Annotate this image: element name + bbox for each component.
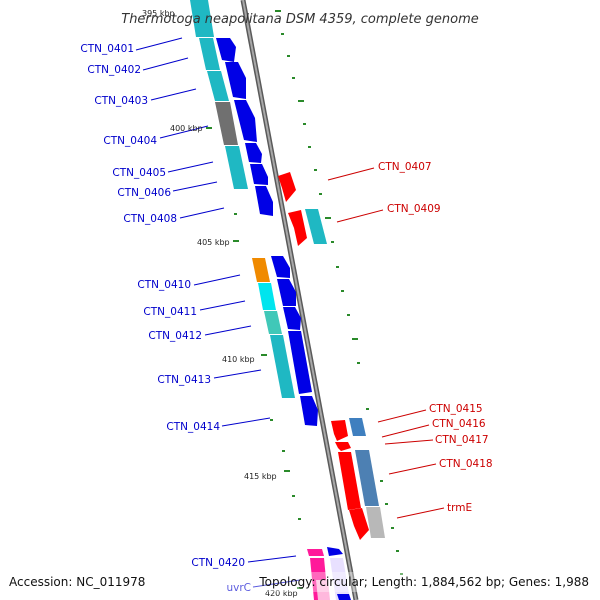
left-leader-lines bbox=[135, 37, 301, 588]
label-ctn-0402[interactable]: CTN_0402 bbox=[87, 64, 141, 76]
gene-box-ctn-0420[interactable] bbox=[307, 549, 324, 556]
tick-marks bbox=[206, 10, 403, 589]
gene-box-ctn-0405[interactable] bbox=[225, 146, 248, 189]
gene-arrow-ctn-0409[interactable] bbox=[288, 210, 307, 246]
gene-arrow-ctn-0403[interactable] bbox=[234, 100, 257, 142]
gene-box-uvrc-light[interactable] bbox=[316, 580, 330, 600]
gene-arrow-ctn-0410[interactable] bbox=[271, 256, 290, 278]
gene-box-ctn-0404[interactable] bbox=[215, 102, 238, 145]
label-ctn-0407[interactable]: CTN_0407 bbox=[378, 161, 432, 173]
gene-arrow-ctn-0416[interactable] bbox=[335, 442, 351, 451]
gene-arrow-ctn-0406[interactable] bbox=[250, 164, 268, 185]
label-ctn-0415[interactable]: CTN_0415 bbox=[429, 403, 483, 415]
label-ctn-0406[interactable]: CTN_0406 bbox=[117, 187, 171, 199]
footer-background bbox=[0, 572, 600, 592]
gene-arrow-ctn-0411[interactable] bbox=[277, 279, 296, 306]
footer-summary: Topology: circular; Length: 1,884,562 bp… bbox=[258, 575, 589, 589]
gene-arrow-ctn-0401[interactable] bbox=[216, 38, 236, 62]
label-ctn-0414[interactable]: CTN_0414 bbox=[166, 421, 220, 433]
gene-arrow-ctn-0415[interactable] bbox=[331, 420, 348, 441]
map-title: Thermotoga neapolitana DSM 4359, complet… bbox=[121, 12, 479, 27]
gene-arrow-ctn-0413[interactable] bbox=[288, 331, 312, 394]
kbp-label-395: 395 kbp bbox=[142, 9, 175, 18]
kbp-label-415: 415 kbp bbox=[244, 472, 277, 481]
left-gene-boxes bbox=[190, 0, 351, 600]
footer-accession: Accession: NC_011978 bbox=[9, 575, 145, 589]
label-ctn-0401[interactable]: CTN_0401 bbox=[80, 43, 134, 55]
gene-arrow-ctn-0405[interactable] bbox=[245, 143, 262, 163]
right-gene-labels: CTN_0407 CTN_0409 CTN_0415 CTN_0416 CTN_… bbox=[378, 161, 493, 514]
gene-box-ctn-0410[interactable] bbox=[252, 258, 270, 282]
gene-arrow-uvrc[interactable] bbox=[337, 594, 351, 600]
gene-box-ctn-0401[interactable] bbox=[190, 0, 214, 37]
label-ctn-0408[interactable]: CTN_0408 bbox=[123, 213, 177, 225]
genome-backbone-highlight bbox=[242, 0, 357, 600]
gene-box-ctn-0413[interactable] bbox=[270, 335, 295, 398]
label-ctn-0409[interactable]: CTN_0409 bbox=[387, 203, 441, 215]
label-ctn-0405[interactable]: CTN_0405 bbox=[112, 167, 166, 179]
gene-arrow-ctn-0412[interactable] bbox=[283, 307, 301, 330]
kbp-label-400: 400 kbp bbox=[170, 124, 203, 133]
label-ctn-0418[interactable]: CTN_0418 bbox=[439, 458, 493, 470]
kbp-label-420: 420 kbp bbox=[265, 589, 298, 598]
label-ctn-0404[interactable]: CTN_0404 bbox=[103, 135, 157, 147]
right-gene-boxes bbox=[278, 172, 385, 540]
kbp-labels: 395 kbp 400 kbp 405 kbp 410 kbp 415 kbp … bbox=[142, 9, 298, 598]
kbp-label-405: 405 kbp bbox=[197, 238, 230, 247]
gene-box-ctn-0412[interactable] bbox=[264, 311, 282, 334]
label-uvrc[interactable]: uvrC bbox=[226, 582, 251, 594]
gene-arrow-ctn-0414[interactable] bbox=[300, 396, 318, 426]
gene-box-ctn-0403[interactable] bbox=[207, 71, 229, 101]
gene-arrow-ctn-0418[interactable] bbox=[338, 452, 361, 510]
gene-box-trme[interactable] bbox=[366, 507, 385, 538]
label-trme[interactable]: trmE bbox=[447, 502, 472, 514]
label-ctn-0416[interactable]: CTN_0416 bbox=[432, 418, 486, 430]
gene-box-ctn-0409[interactable] bbox=[305, 209, 327, 244]
gene-arrow-ctn-0407[interactable] bbox=[278, 172, 296, 202]
gene-box-ctn-0411[interactable] bbox=[258, 283, 276, 310]
label-ctn-0411[interactable]: CTN_0411 bbox=[143, 306, 197, 318]
gene-box-ctn-0415[interactable] bbox=[349, 418, 366, 436]
kbp-label-410: 410 kbp bbox=[222, 355, 255, 364]
label-ctn-0412[interactable]: CTN_0412 bbox=[148, 330, 202, 342]
gene-arrow-ctn-0420[interactable] bbox=[327, 547, 343, 556]
right-leader-lines bbox=[327, 167, 445, 519]
gene-arrow-trme[interactable] bbox=[349, 508, 369, 540]
left-gene-labels: CTN_0401 CTN_0402 CTN_0403 CTN_0404 CTN_… bbox=[80, 43, 251, 594]
label-ctn-0420[interactable]: CTN_0420 bbox=[191, 557, 245, 569]
gene-arrow-ctn-0408[interactable] bbox=[255, 186, 273, 216]
label-ctn-0410[interactable]: CTN_0410 bbox=[137, 279, 191, 291]
gene-box-uvrc-pale[interactable] bbox=[330, 558, 350, 600]
label-ctn-0413[interactable]: CTN_0413 bbox=[157, 374, 211, 386]
label-ctn-0417[interactable]: CTN_0417 bbox=[435, 434, 489, 446]
gene-arrow-ctn-0402[interactable] bbox=[225, 62, 246, 99]
gene-box-ctn-0402[interactable] bbox=[199, 38, 220, 70]
gene-box-ctn-0418[interactable] bbox=[355, 450, 379, 506]
label-ctn-0403[interactable]: CTN_0403 bbox=[94, 95, 148, 107]
